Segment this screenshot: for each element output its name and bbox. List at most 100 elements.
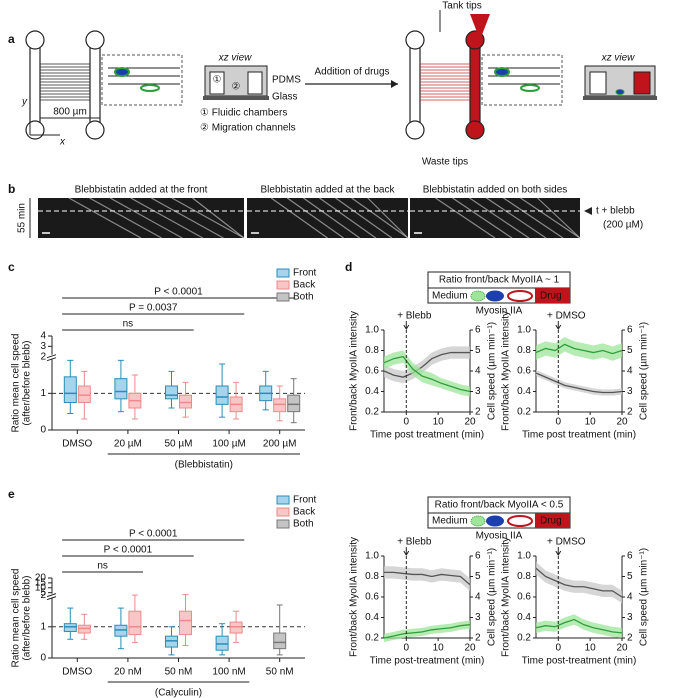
kymo-streak bbox=[89, 197, 162, 239]
label: (after/before blebb) bbox=[22, 575, 33, 660]
label: Tank tips bbox=[442, 1, 481, 12]
label: ① Fluidic chambers bbox=[200, 108, 287, 119]
kymo-streak bbox=[469, 197, 530, 239]
box bbox=[273, 398, 287, 413]
event-arrow bbox=[403, 321, 410, 330]
cell-rear bbox=[507, 290, 533, 302]
label: 0.2 bbox=[517, 633, 531, 644]
label: 0 bbox=[404, 417, 410, 428]
label: 2 bbox=[40, 351, 46, 362]
label: 1 bbox=[40, 621, 46, 632]
label: 4 bbox=[627, 366, 633, 377]
cell bbox=[140, 84, 160, 92]
label: Ratio front/back MyoIIA < 0.5 bbox=[435, 500, 564, 511]
label: 3 bbox=[627, 386, 633, 397]
label: P < 0.0001 bbox=[154, 287, 203, 298]
box bbox=[114, 378, 128, 400]
label: y bbox=[21, 97, 28, 108]
label: 20 bbox=[464, 417, 476, 428]
legend-swatch bbox=[276, 507, 290, 517]
label: 2 bbox=[475, 633, 481, 644]
label: 0.2 bbox=[365, 633, 379, 644]
label: 5 bbox=[40, 587, 46, 598]
label: 0.4 bbox=[365, 386, 379, 397]
event-arrow bbox=[403, 547, 410, 556]
line bbox=[383, 351, 470, 378]
label: 2 bbox=[475, 407, 481, 418]
label: 20 nM bbox=[114, 667, 142, 678]
label: 1.0 bbox=[365, 551, 379, 562]
label: 15 bbox=[35, 578, 47, 589]
label: 4 bbox=[475, 592, 481, 603]
label: 0.4 bbox=[517, 386, 531, 397]
box bbox=[165, 635, 178, 648]
kymo-streak bbox=[520, 197, 581, 239]
label: Time post treatment (min) bbox=[522, 430, 636, 441]
tank-tip bbox=[470, 14, 490, 40]
label: 0 bbox=[556, 643, 562, 654]
cell bbox=[520, 84, 540, 92]
chamber-tip bbox=[25, 30, 45, 50]
zoom-box bbox=[481, 54, 563, 106]
label: Addition of drugs bbox=[314, 67, 389, 78]
label: e bbox=[8, 487, 15, 501]
error-band bbox=[536, 614, 622, 638]
label: Cell speed (µm min⁻¹) bbox=[639, 548, 650, 646]
box bbox=[77, 385, 91, 404]
line bbox=[535, 567, 623, 598]
label: 20 bbox=[464, 643, 476, 654]
axis-break bbox=[48, 593, 56, 598]
cell bbox=[494, 67, 510, 77]
label: 50 nM bbox=[165, 667, 193, 678]
label: 20 bbox=[616, 417, 628, 428]
label: Front/back MyoIIA intensity bbox=[349, 311, 360, 431]
label: Cell speed (µm min⁻¹) bbox=[487, 322, 498, 420]
chamber bbox=[247, 71, 263, 95]
error-band bbox=[384, 346, 470, 384]
kymo-streak bbox=[319, 197, 377, 239]
kymograph bbox=[247, 198, 408, 238]
label: 50 µM bbox=[165, 439, 193, 450]
label: 0.4 bbox=[365, 612, 379, 623]
line bbox=[384, 571, 471, 586]
kymo-streak bbox=[270, 197, 328, 239]
line bbox=[535, 618, 623, 634]
label: Time post treatment (min) bbox=[370, 430, 484, 441]
label: 0.8 bbox=[517, 345, 531, 356]
label: 50 nM bbox=[266, 667, 294, 678]
label: Time post-treatment (min) bbox=[522, 656, 637, 667]
chamber bbox=[589, 71, 607, 95]
label: 1 bbox=[40, 388, 46, 399]
kymo-streak bbox=[130, 197, 204, 239]
label: 200 µM bbox=[263, 439, 297, 450]
chamber bbox=[209, 71, 225, 95]
nucleus bbox=[486, 290, 504, 302]
label: 0.6 bbox=[365, 592, 379, 603]
label: Drug bbox=[540, 291, 562, 302]
label: x bbox=[59, 137, 66, 148]
label: 3 bbox=[627, 612, 633, 623]
chamber bbox=[29, 39, 41, 131]
label: 800 µm bbox=[53, 107, 87, 118]
label: 3 bbox=[40, 341, 46, 352]
error-band bbox=[536, 369, 622, 396]
label: Blebbistatin added at the back bbox=[261, 185, 396, 196]
label: 3 bbox=[475, 612, 481, 623]
kymo-streak bbox=[452, 197, 513, 239]
label: Front/back MyoIIA intensity bbox=[501, 537, 512, 657]
box bbox=[114, 624, 128, 637]
label: 4 bbox=[40, 331, 46, 342]
line bbox=[383, 624, 471, 639]
axis-break bbox=[46, 593, 57, 598]
label: + Blebb bbox=[397, 311, 432, 322]
axis-break bbox=[46, 357, 57, 362]
kymo-streak bbox=[486, 197, 547, 239]
drug-region bbox=[535, 513, 570, 528]
label: 2 bbox=[627, 407, 633, 418]
box bbox=[63, 623, 77, 632]
label: Medium bbox=[432, 291, 468, 302]
error-band bbox=[384, 566, 470, 591]
label: 2 bbox=[40, 590, 46, 601]
legend-swatch bbox=[276, 292, 290, 302]
